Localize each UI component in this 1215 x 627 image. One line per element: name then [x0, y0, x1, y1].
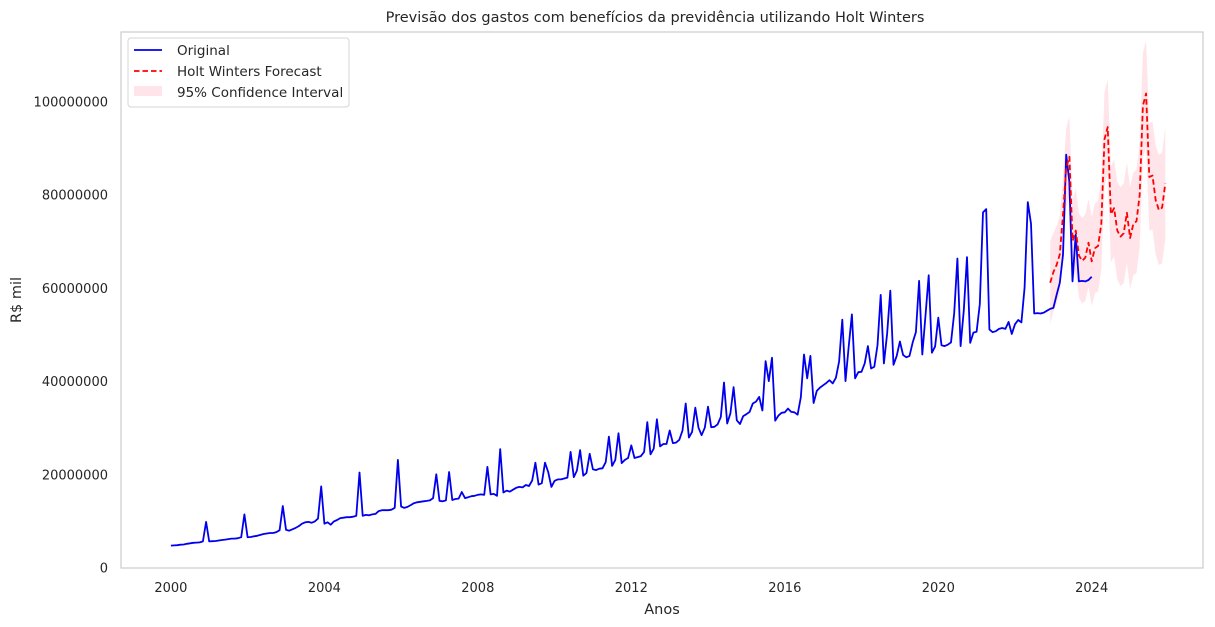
y-tick-label: 100000000	[34, 95, 108, 110]
y-tick-label: 40000000	[42, 375, 108, 390]
confidence-band	[1050, 40, 1166, 325]
plot-area	[120, 31, 1204, 569]
chart-title: Previsão dos gastos com benefícios da pr…	[386, 10, 925, 26]
series-line-forecast	[1049, 92, 1167, 284]
series-line-original	[170, 153, 1093, 547]
x-tick-label: 2008	[461, 581, 494, 596]
x-tick-label: 2000	[154, 581, 187, 596]
x-tick-label: 2016	[768, 581, 801, 596]
legend-swatch-confidence	[134, 86, 162, 96]
y-axis-ticks: 0 20000000 40000000 60000000 80000000 1000000…	[34, 95, 108, 576]
x-axis-label: Anos	[644, 602, 680, 618]
x-tick-label: 2020	[922, 581, 955, 596]
x-tick-label: 2004	[308, 581, 341, 596]
y-tick-label: 20000000	[42, 468, 108, 483]
y-tick-label: 80000000	[42, 189, 108, 204]
x-tick-label: 2012	[615, 581, 648, 596]
legend-label-confidence: 95% Confidence Interval	[177, 85, 343, 101]
axes-frame	[120, 31, 1204, 569]
x-axis-ticks: 2000 2004 2008 2012 2016 2020 2024	[154, 581, 1108, 596]
legend-frame	[127, 37, 350, 108]
legend-label-original: Original	[177, 43, 230, 59]
y-tick-label: 60000000	[42, 282, 108, 297]
y-tick-label: 0	[100, 562, 108, 577]
y-axis-label: R$ mil	[9, 277, 25, 323]
x-tick-label: 2024	[1075, 581, 1108, 596]
legend-label-forecast: Holt Winters Forecast	[177, 64, 322, 80]
legend: Original Holt Winters Forecast 95% Confi…	[127, 37, 350, 108]
